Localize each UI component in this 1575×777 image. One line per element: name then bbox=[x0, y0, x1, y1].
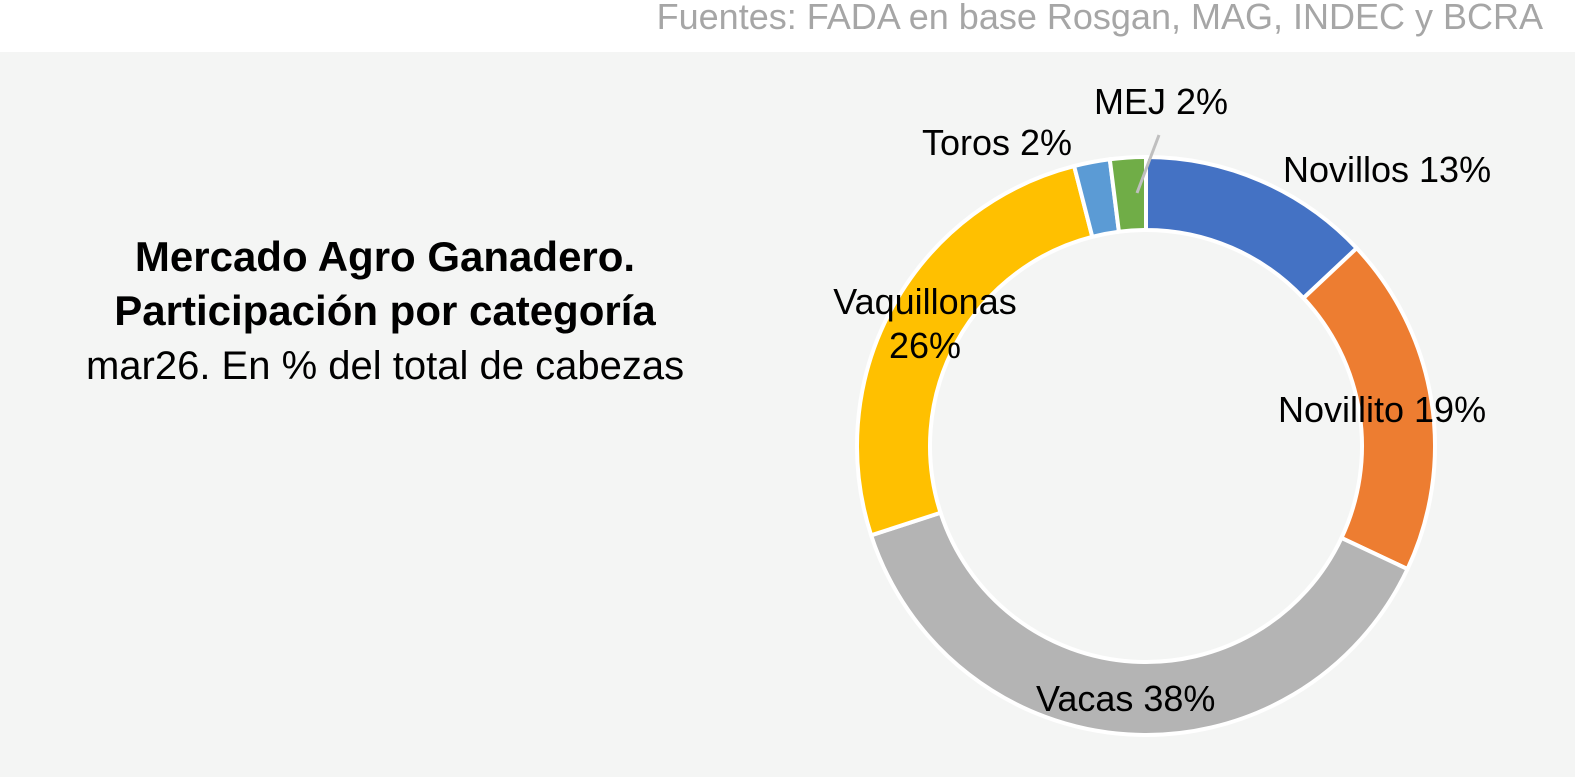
data-label-vacas: Vacas 38% bbox=[1036, 678, 1216, 719]
data-label-toros: Toros 2% bbox=[922, 122, 1073, 163]
source-note: Fuentes: FADA en base Rosgan, MAG, INDEC… bbox=[656, 0, 1543, 37]
donut-slice-vacas bbox=[868, 510, 1411, 737]
data-label-mej: MEJ 2% bbox=[1094, 81, 1229, 122]
chart-title-line1: Mercado Agro Ganadero. bbox=[134, 233, 636, 280]
data-label-novillito: Novillito 19% bbox=[1278, 389, 1487, 430]
mej-leader-line bbox=[1135, 134, 1161, 194]
data-label-novillos: Novillos 13% bbox=[1283, 149, 1492, 190]
data-label-vaquillonas-value: 26% bbox=[888, 325, 962, 366]
data-label-vaquillonas-name: Vaquillonas bbox=[833, 281, 1017, 322]
chart-title-line2: Participación por categoría bbox=[114, 287, 656, 334]
chart-title-block: Mercado Agro Ganadero. Participación por… bbox=[0, 230, 770, 394]
donut-slice-mej bbox=[1107, 154, 1148, 234]
chart-subtitle: mar26. En % del total de cabezas bbox=[85, 344, 685, 388]
data-label-vaquillonas: Vaquillonas 26% bbox=[818, 280, 1032, 368]
donut-slice-vaquillonas bbox=[855, 163, 1095, 538]
